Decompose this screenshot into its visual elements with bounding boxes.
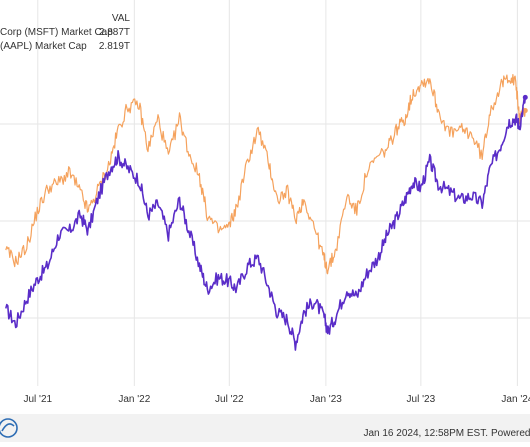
aapl-series-line (5, 74, 526, 275)
x-tick-label: Jan '23 (310, 394, 342, 405)
series-lines (5, 74, 528, 351)
footer: Jan 16 2024, 12:58PM EST. Powered by (0, 414, 530, 442)
footer-timestamp: Jan 16 2024, 12:58PM EST. (363, 428, 488, 439)
footer-powered-by: Powered by (491, 428, 530, 439)
legend-msft-label: Corp (MSFT) Market Cap (0, 27, 113, 38)
legend-aapl-value: 2.819T (99, 41, 130, 52)
x-tick-label: Jul '21 (23, 394, 52, 405)
footer-bar (0, 414, 530, 442)
grid-lines (0, 0, 530, 386)
x-tick-label: Jan '22 (118, 394, 150, 405)
aapl-last-point (522, 108, 528, 114)
legend: VAL Corp (MSFT) Market Cap 2.887T (AAPL)… (0, 13, 130, 52)
legend-msft-value: 2.887T (99, 27, 130, 38)
ycharts-logo-icon (0, 418, 18, 438)
x-tick-label: Jul '23 (407, 394, 436, 405)
legend-header: VAL (112, 13, 131, 24)
x-tick-label: Jul '22 (215, 394, 244, 405)
msft-series-line (5, 97, 527, 351)
x-tick-label: Jan '24 (501, 394, 530, 405)
x-axis-ticks: Jul '21 Jan '22 Jul '22 Jan '23 Jul '23 Jan '… (23, 394, 530, 405)
legend-aapl-label: (AAPL) Market Cap (0, 41, 87, 52)
msft-last-point (522, 94, 528, 100)
